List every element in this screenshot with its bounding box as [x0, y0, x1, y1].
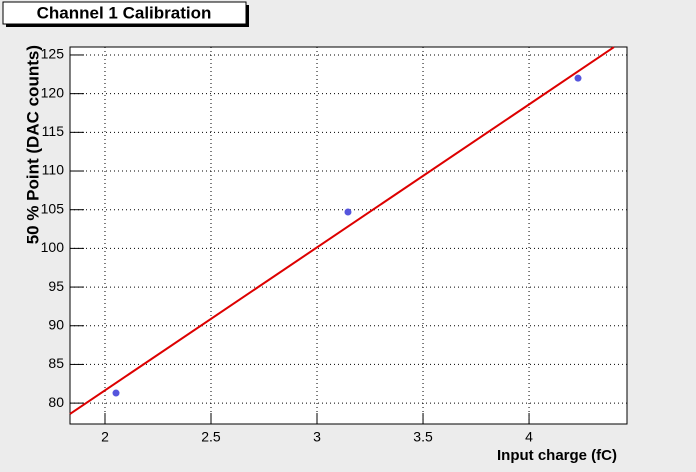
y-tick-label: 115: [42, 123, 65, 139]
y-tick-label: 110: [42, 162, 65, 178]
y-tick-label: 80: [48, 394, 64, 410]
x-axis-label: Input charge (fC): [497, 447, 617, 464]
data-point: [344, 208, 352, 216]
x-tick-label: 2.5: [201, 429, 221, 445]
fit-line: [69, 46, 615, 415]
plot-frame: [69, 46, 628, 425]
y-tick-label: 125: [41, 46, 65, 62]
y-tick-label: 100: [41, 239, 65, 255]
x-tick-label: 4: [525, 429, 533, 445]
data-point: [574, 74, 582, 82]
chart-title: Channel 1 Calibration: [37, 3, 212, 22]
y-tick-label: 95: [48, 278, 64, 294]
y-axis-label: 50 % Point (DAC counts): [23, 45, 42, 244]
data-point: [112, 389, 120, 397]
y-tick-label: 120: [41, 84, 65, 100]
y-tick-label: 90: [48, 316, 64, 332]
y-tick-label: 105: [41, 200, 65, 216]
x-tick-label: 2: [101, 429, 109, 445]
y-tick-label: 85: [48, 355, 64, 371]
x-tick-label: 3.5: [413, 429, 433, 445]
title-box: [2, 1, 247, 25]
x-tick-label: 3: [313, 429, 321, 445]
